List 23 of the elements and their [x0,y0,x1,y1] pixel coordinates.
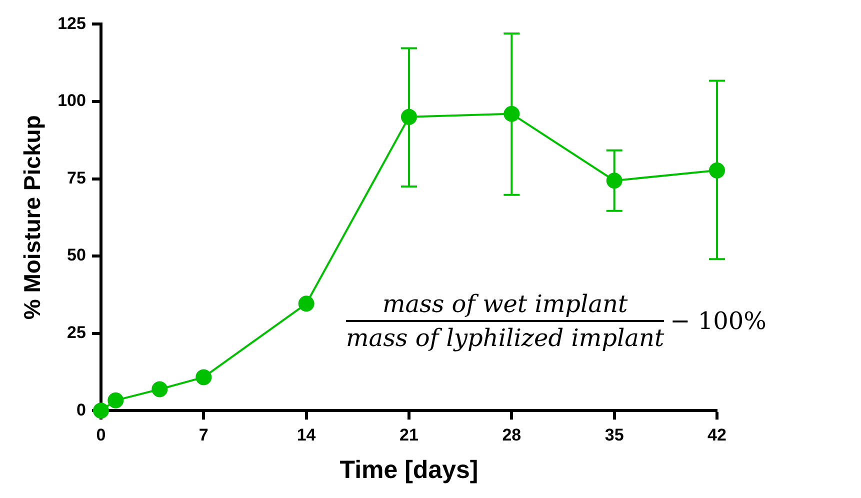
x-tick-label: 42 [708,425,726,444]
point [298,296,314,312]
y-tick-label: 0 [76,400,86,420]
x-tick-label: 21 [400,425,418,444]
x-tick-label: 0 [96,425,106,444]
point [108,392,124,408]
x-tick-label: 14 [296,425,316,444]
annotation: − 100% [670,307,766,335]
annotation: mass of lyphilized implant [346,324,664,352]
x-tick-label: 7 [198,425,208,444]
x-tick-label: 35 [604,425,624,444]
point [196,369,212,386]
y-tick-label: 100 [58,91,86,110]
y-axis-title: % Moisture Pickup [19,115,46,320]
y-tick-label: 25 [67,323,86,342]
x-axis-title: Time [days] [340,456,478,484]
annotation: mass of wet implant [382,290,628,318]
y-tick-label: 125 [58,14,86,33]
point [152,381,168,398]
x-tick-label: 28 [502,425,522,444]
point [92,402,109,419]
y-tick-label: 50 [67,246,86,265]
y-tick-label: 75 [67,168,86,188]
